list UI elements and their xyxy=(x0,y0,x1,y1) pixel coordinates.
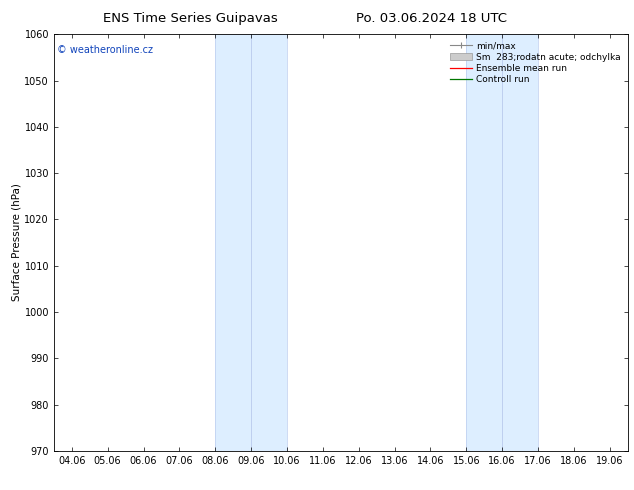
Text: © weatheronline.cz: © weatheronline.cz xyxy=(57,45,153,55)
Text: ENS Time Series Guipavas: ENS Time Series Guipavas xyxy=(103,12,278,25)
Bar xyxy=(466,34,502,451)
Bar xyxy=(216,34,251,451)
Legend: min/max, Sm  283;rodatn acute; odchylka, Ensemble mean run, Controll run: min/max, Sm 283;rodatn acute; odchylka, … xyxy=(447,39,623,87)
Y-axis label: Surface Pressure (hPa): Surface Pressure (hPa) xyxy=(11,184,22,301)
Bar xyxy=(502,34,538,451)
Text: Po. 03.06.2024 18 UTC: Po. 03.06.2024 18 UTC xyxy=(356,12,507,25)
Bar xyxy=(251,34,287,451)
